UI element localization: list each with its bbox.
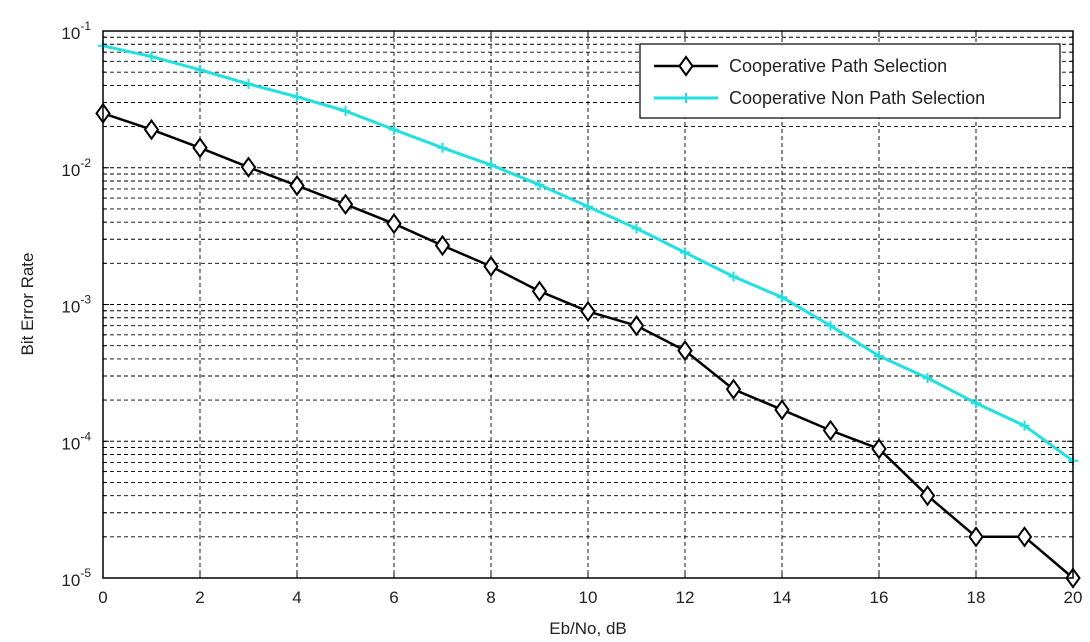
x-tick-label: 18 xyxy=(967,588,986,607)
diamond-marker xyxy=(289,174,305,197)
series-cooperative-non-path-selection xyxy=(98,40,1078,466)
y-tick-exponent: -2 xyxy=(80,156,91,170)
y-tick-base: 10 xyxy=(61,161,80,180)
x-tick-label: 16 xyxy=(870,588,889,607)
diamond-marker xyxy=(240,156,257,178)
diamond-marker xyxy=(1016,526,1033,548)
diamond-marker xyxy=(483,255,499,278)
series-layer xyxy=(95,40,1081,589)
y-tick-exponent: -3 xyxy=(80,293,91,307)
y-tick-label: 10-1 xyxy=(61,19,91,43)
diamond-marker xyxy=(434,234,451,257)
legend-label: Cooperative Path Selection xyxy=(729,56,947,76)
diamond-marker xyxy=(628,314,645,337)
y-tick-exponent: -1 xyxy=(80,19,91,33)
tick-marks xyxy=(102,31,1074,579)
diamond-marker xyxy=(386,212,402,235)
legend-label: Cooperative Non Path Selection xyxy=(729,88,985,108)
legend: Cooperative Path Selection Cooperative No… xyxy=(639,43,1061,119)
x-tick-label: 20 xyxy=(1064,588,1083,607)
y-tick-base: 10 xyxy=(61,434,80,453)
diamond-marker xyxy=(774,399,790,421)
diamond-marker xyxy=(580,300,596,323)
x-tick-label: 8 xyxy=(486,588,495,607)
x-axis-label: Eb/No, dB xyxy=(549,619,627,638)
diamond-marker xyxy=(143,118,160,141)
y-tick-label: 10-5 xyxy=(61,566,91,590)
y-tick-base: 10 xyxy=(61,24,80,43)
diamond-marker xyxy=(531,280,548,302)
x-tick-label: 12 xyxy=(676,588,695,607)
diamond-marker xyxy=(822,419,839,442)
x-tick-label: 0 xyxy=(98,588,107,607)
y-tick-labels: 10-510-410-310-210-1 xyxy=(61,19,91,590)
y-tick-exponent: -5 xyxy=(80,566,91,580)
x-tick-label: 2 xyxy=(195,588,204,607)
y-tick-label: 10-2 xyxy=(61,156,91,180)
y-tick-label: 10-3 xyxy=(61,293,91,317)
x-tick-label: 10 xyxy=(579,588,598,607)
diamond-marker xyxy=(725,378,742,400)
x-tick-label: 4 xyxy=(292,588,301,607)
diamond-marker xyxy=(677,339,693,362)
y-tick-base: 10 xyxy=(61,298,80,317)
x-tick-labels: 0 2 4 6 8 10 12 14 16 18 20 xyxy=(98,588,1082,607)
diamond-marker xyxy=(678,55,694,77)
diamond-marker xyxy=(919,484,936,507)
series-cooperative-path-selection xyxy=(95,102,1081,589)
diamond-marker xyxy=(337,193,354,216)
x-tick-label: 14 xyxy=(773,588,792,607)
y-tick-exponent: -4 xyxy=(80,429,91,443)
legend-box xyxy=(639,43,1061,119)
x-tick-label: 6 xyxy=(389,588,398,607)
grid xyxy=(103,31,1073,578)
y-tick-base: 10 xyxy=(61,571,80,590)
diamond-marker xyxy=(871,438,887,460)
diamond-marker xyxy=(192,137,208,159)
diamond-marker xyxy=(968,526,984,548)
y-tick-label: 10-4 xyxy=(61,429,91,453)
y-axis-label: Bit Error Rate xyxy=(18,253,37,356)
